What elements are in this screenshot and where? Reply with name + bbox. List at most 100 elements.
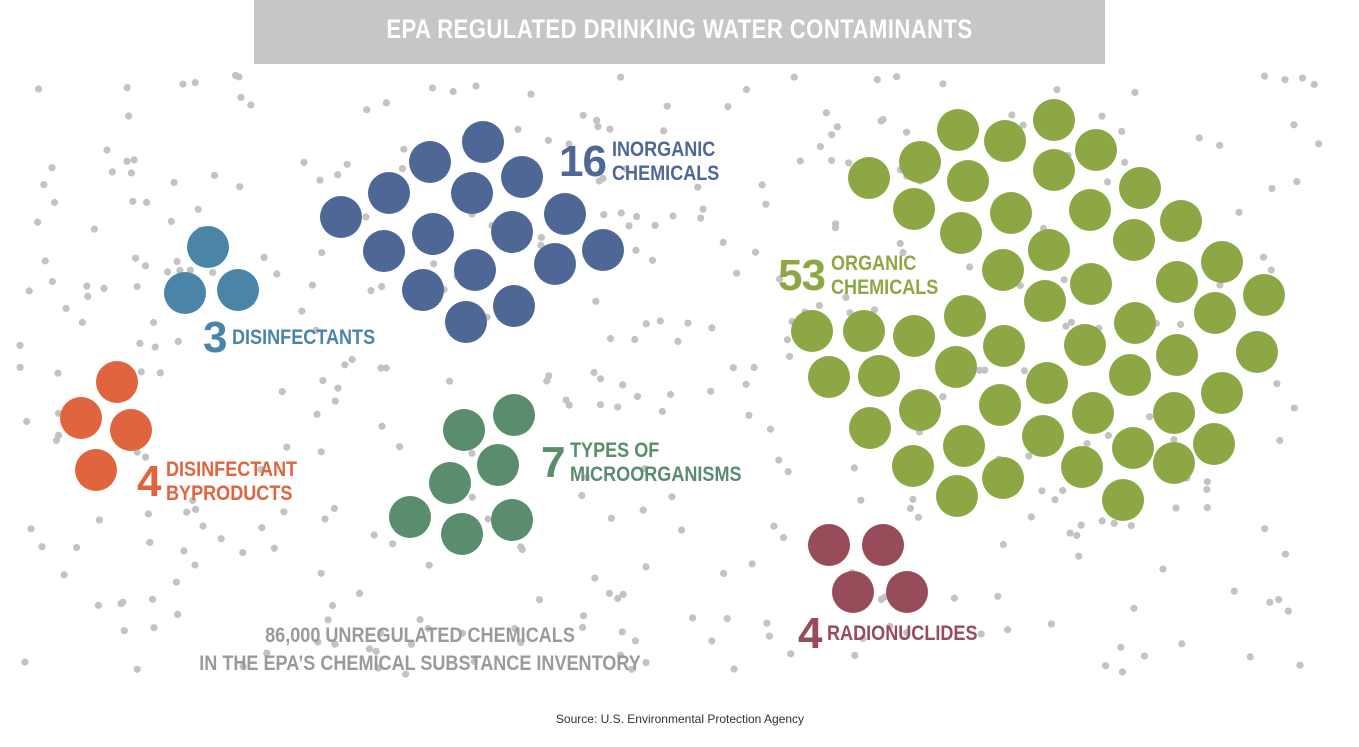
unregulated-dot — [1216, 141, 1224, 149]
unregulated-dot — [127, 169, 135, 177]
organic-dot — [843, 310, 885, 352]
unregulated-dot — [1178, 640, 1186, 648]
unregulated-dot — [143, 198, 151, 206]
unregulated-dot — [674, 337, 682, 345]
organic-dot — [1109, 354, 1151, 396]
unregulated-dot — [312, 326, 320, 334]
unregulated-dot — [318, 249, 326, 257]
unregulated-dot — [1246, 653, 1254, 661]
unregulated-dot — [1038, 487, 1046, 495]
unregulated-dot — [1203, 478, 1211, 486]
unregulated-dot — [625, 222, 633, 230]
unregulated-dot — [317, 448, 325, 456]
unregulated-dot — [156, 369, 164, 377]
byproducts-line2: BYPRODUCTS — [166, 481, 293, 505]
unregulated-dot — [372, 647, 380, 655]
unregulated-dot — [132, 254, 140, 262]
organic-dot — [983, 325, 1025, 367]
unregulated-dot — [199, 522, 207, 530]
unregulated-dot — [1104, 431, 1112, 440]
inorganic-dot — [462, 121, 504, 163]
unregulated-dot — [697, 214, 705, 222]
unregulated-dot — [1203, 485, 1211, 494]
organic-dot — [940, 212, 982, 254]
unregulated-dot — [314, 638, 322, 646]
unregulated-dot — [236, 183, 244, 191]
unregulated-dot — [170, 178, 178, 187]
unregulated-dot — [1019, 121, 1027, 129]
unregulated-dot — [1059, 486, 1067, 495]
organic-dot — [1033, 149, 1075, 191]
unregulated-dot — [879, 116, 887, 124]
unregulated-dot — [1267, 266, 1275, 274]
unregulated-dot — [144, 510, 152, 518]
byproducts-dot — [110, 409, 152, 451]
unregulated-dot — [1098, 112, 1106, 120]
inorganic-dot — [493, 285, 535, 327]
unregulated-dot — [1060, 276, 1068, 284]
unregulated-dot — [1020, 367, 1029, 375]
unregulated-dot — [517, 543, 525, 551]
unregulated-dot — [651, 221, 659, 229]
unregulated-dot — [316, 176, 324, 184]
unregulated-dot — [189, 496, 197, 504]
organic-dot — [1236, 331, 1278, 373]
inorganic-dot — [454, 249, 496, 291]
unregulated-dot — [1235, 208, 1243, 216]
unregulated-dot — [1273, 380, 1281, 388]
unregulated-dot — [174, 610, 182, 619]
unregulated-dot — [330, 504, 338, 513]
unregulated-dot — [787, 650, 795, 658]
unregulated-dot — [348, 355, 356, 364]
unregulated-dot — [592, 297, 600, 305]
unregulated-dot — [1172, 504, 1180, 512]
unregulated-dot — [378, 283, 386, 291]
unregulated-dot — [707, 387, 715, 395]
unregulated-dot — [899, 248, 907, 257]
unregulated-dot — [191, 561, 199, 569]
unregulated-dot — [870, 306, 879, 314]
unregulated-dot — [1130, 604, 1138, 612]
organic-dot — [849, 407, 891, 449]
unregulated-dot — [790, 73, 798, 81]
unregulated-dot — [614, 403, 622, 411]
organic-dot — [1102, 479, 1144, 521]
unregulated-dot — [1053, 86, 1061, 94]
unregulated-dot — [48, 277, 57, 286]
unregulated-dot — [470, 657, 478, 666]
unregulated-dot — [632, 246, 640, 254]
organic-dot — [899, 389, 941, 431]
unregulated-dot — [565, 140, 573, 148]
unregulated-dot — [786, 352, 794, 360]
unregulated-dot — [684, 319, 692, 327]
unregulated-dot — [472, 82, 480, 90]
unregulated-dot — [593, 116, 601, 124]
unregulated-dot — [125, 112, 133, 120]
unregulated-dot — [149, 318, 158, 327]
unregulated-dot — [396, 443, 404, 451]
organic-dot — [1064, 324, 1106, 366]
unregulated-dot — [658, 407, 667, 416]
unregulated-dot — [73, 543, 81, 552]
microorganisms-dot — [491, 499, 533, 541]
unregulated-dot — [263, 649, 271, 657]
organic-dot — [943, 425, 985, 467]
inorganic-dot — [445, 301, 487, 343]
unregulated-dot — [16, 363, 24, 371]
unregulated-dot — [1177, 320, 1185, 328]
unregulated-dot — [428, 84, 437, 92]
unregulated-dot — [763, 619, 771, 627]
unregulated-dot — [975, 366, 984, 374]
organic-dot — [893, 315, 935, 357]
unregulated-dot — [27, 525, 35, 533]
unregulated-dot — [719, 238, 727, 246]
unregulated-dot — [977, 630, 985, 638]
unregulated-dot — [842, 293, 850, 301]
unregulated-dot — [660, 127, 668, 135]
unregulated-dot — [341, 361, 349, 369]
byproducts-dot — [60, 397, 102, 439]
unregulated-dot — [449, 87, 457, 96]
unregulated-dot — [130, 156, 138, 164]
unregulated-dot — [999, 540, 1007, 549]
unregulated-dot — [1293, 178, 1301, 186]
